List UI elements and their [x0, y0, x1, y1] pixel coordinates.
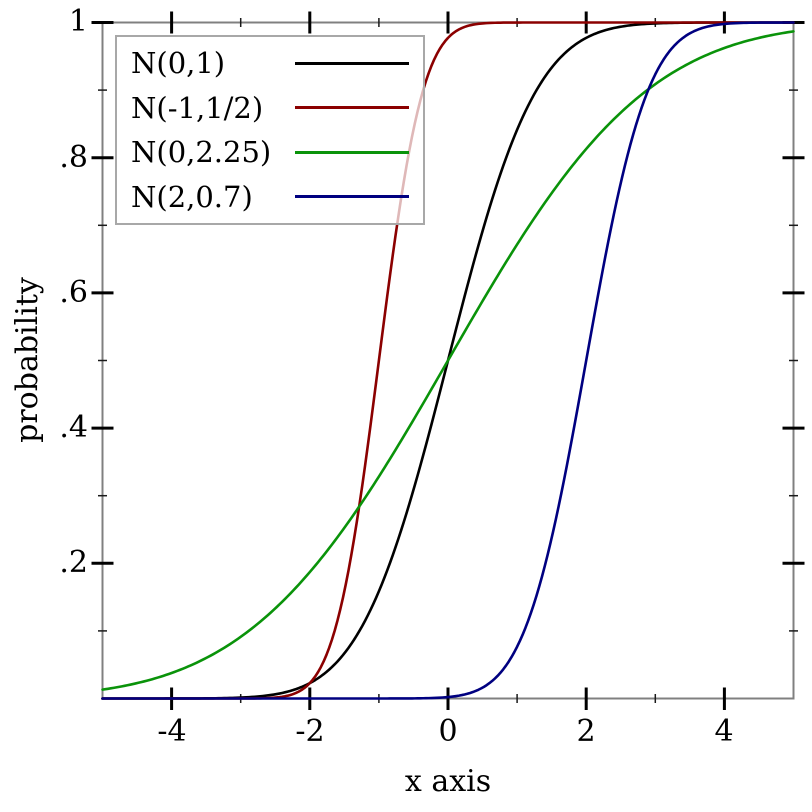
curve-3-N(2,0.7)	[101, 21, 795, 700]
legend-entry: N(2,0.7)	[131, 175, 413, 220]
y-axis-title: probability	[10, 277, 45, 443]
legend-label: N(0,1)	[131, 46, 226, 81]
legend-line-sample	[295, 150, 409, 154]
y-tick-label: .4	[59, 410, 88, 445]
y-tick-label: .2	[59, 545, 88, 580]
y-tick-label: 1	[68, 4, 88, 39]
legend-entry: N(0,1)	[131, 41, 413, 86]
legend-entry: N(0,2.25)	[131, 130, 413, 175]
legend-line-sample	[295, 61, 409, 65]
legend-label: N(0,2.25)	[131, 135, 272, 170]
x-tick-label: 2	[576, 714, 596, 749]
x-axis-title: x axis	[404, 764, 492, 799]
curve-2-N(0,2.25)	[101, 30, 795, 691]
legend-label: N(-1,1/2)	[131, 90, 264, 125]
x-tick-label: 0	[438, 714, 458, 749]
y-tick-label: .6	[59, 275, 88, 310]
legend-line-sample	[295, 106, 409, 110]
legend: N(0,1) N(-1,1/2) N(0,2.25) N(2,0.7)	[115, 35, 425, 225]
legend-line-sample	[295, 195, 409, 199]
x-tick-label: -4	[157, 714, 187, 749]
x-tick-label: -2	[295, 714, 325, 749]
y-tick-label: .8	[59, 140, 88, 175]
x-tick-label: 4	[714, 714, 734, 749]
legend-entry: N(-1,1/2)	[131, 86, 413, 131]
legend-label: N(2,0.7)	[131, 179, 253, 214]
